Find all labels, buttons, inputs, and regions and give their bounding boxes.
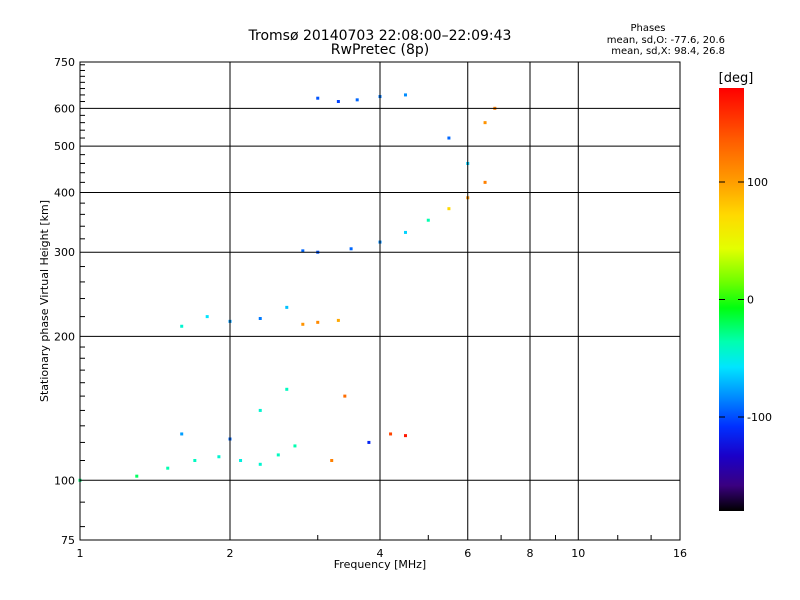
y-axis: 75 100 200 300 400 500 600 750: [54, 56, 85, 547]
data-point: [135, 474, 139, 478]
x-axis: 1 2 4 6 8 10 16: [77, 535, 687, 560]
colorbar-ticks: 100 0 -100: [719, 176, 772, 424]
x-tick-label: 8: [527, 547, 534, 560]
data-point: [258, 462, 262, 466]
data-point: [330, 458, 334, 462]
y-tick-label: 75: [61, 534, 75, 547]
data-point: [180, 324, 184, 328]
x-tick-label: 1: [77, 547, 84, 560]
data-point: [301, 322, 305, 326]
y-tick-label: 500: [54, 140, 75, 153]
y-tick-label: 600: [54, 102, 75, 115]
data-point: [285, 305, 289, 309]
chart-title: Tromsø 20140703 22:08:00–22:09:43: [248, 28, 512, 44]
y-tick-label: 750: [54, 56, 75, 69]
data-point: [316, 320, 320, 324]
colorbar-tick-label: -100: [747, 411, 772, 424]
data-point: [258, 408, 262, 412]
plot-frame: [79, 61, 681, 541]
data-point: [483, 180, 487, 184]
data-point: [180, 432, 184, 436]
data-point: [205, 315, 209, 319]
x-tick-label: 10: [571, 547, 585, 560]
data-point: [447, 207, 451, 211]
data-point: [349, 247, 353, 251]
y-tick-label: 100: [54, 474, 75, 487]
data-point: [447, 136, 451, 140]
data-point: [483, 121, 487, 125]
phase-stats-title: Phases: [630, 23, 665, 34]
data-point: [276, 453, 280, 457]
phase-stats-x: mean, sd,X: 98.4, 26.8: [611, 46, 725, 57]
colorbar-tick-label: 100: [747, 176, 768, 189]
colorbar-tick-label: 0: [747, 294, 754, 307]
x-tick-label: 16: [673, 547, 687, 560]
data-point: [389, 432, 393, 436]
data-point: [403, 230, 407, 234]
data-point: [403, 93, 407, 97]
data-point: [166, 466, 170, 470]
data-point: [355, 98, 359, 102]
data-point: [336, 318, 340, 322]
x-tick-label: 2: [227, 547, 234, 560]
chart-subtitle: RwPretec (8p): [331, 42, 429, 58]
data-point: [258, 316, 262, 320]
y-tick-label: 300: [54, 246, 75, 259]
data-point: [367, 440, 371, 444]
data-point: [301, 249, 305, 253]
x-axis-label: Frequency [MHz]: [334, 558, 426, 571]
y-axis-label: Stationary phase Virtual Height [km]: [38, 200, 51, 402]
phase-stats-o: mean, sd,O: -77.6, 20.6: [607, 35, 725, 46]
data-point: [193, 458, 197, 462]
y-tick-label: 400: [54, 186, 75, 199]
colorbar-label: [deg]: [719, 71, 754, 86]
grid-lines: [80, 62, 680, 540]
x-tick-label: 6: [464, 547, 471, 560]
data-point: [336, 100, 340, 104]
x-tick-label: 4: [377, 547, 384, 560]
data-point: [316, 96, 320, 100]
data-point: [403, 434, 407, 438]
y-tick-label: 200: [54, 330, 75, 343]
data-point: [343, 394, 347, 398]
data-point: [426, 218, 430, 222]
data-point: [217, 455, 221, 459]
data-point: [285, 387, 289, 391]
data-point: [239, 458, 243, 462]
data-point: [293, 444, 297, 448]
